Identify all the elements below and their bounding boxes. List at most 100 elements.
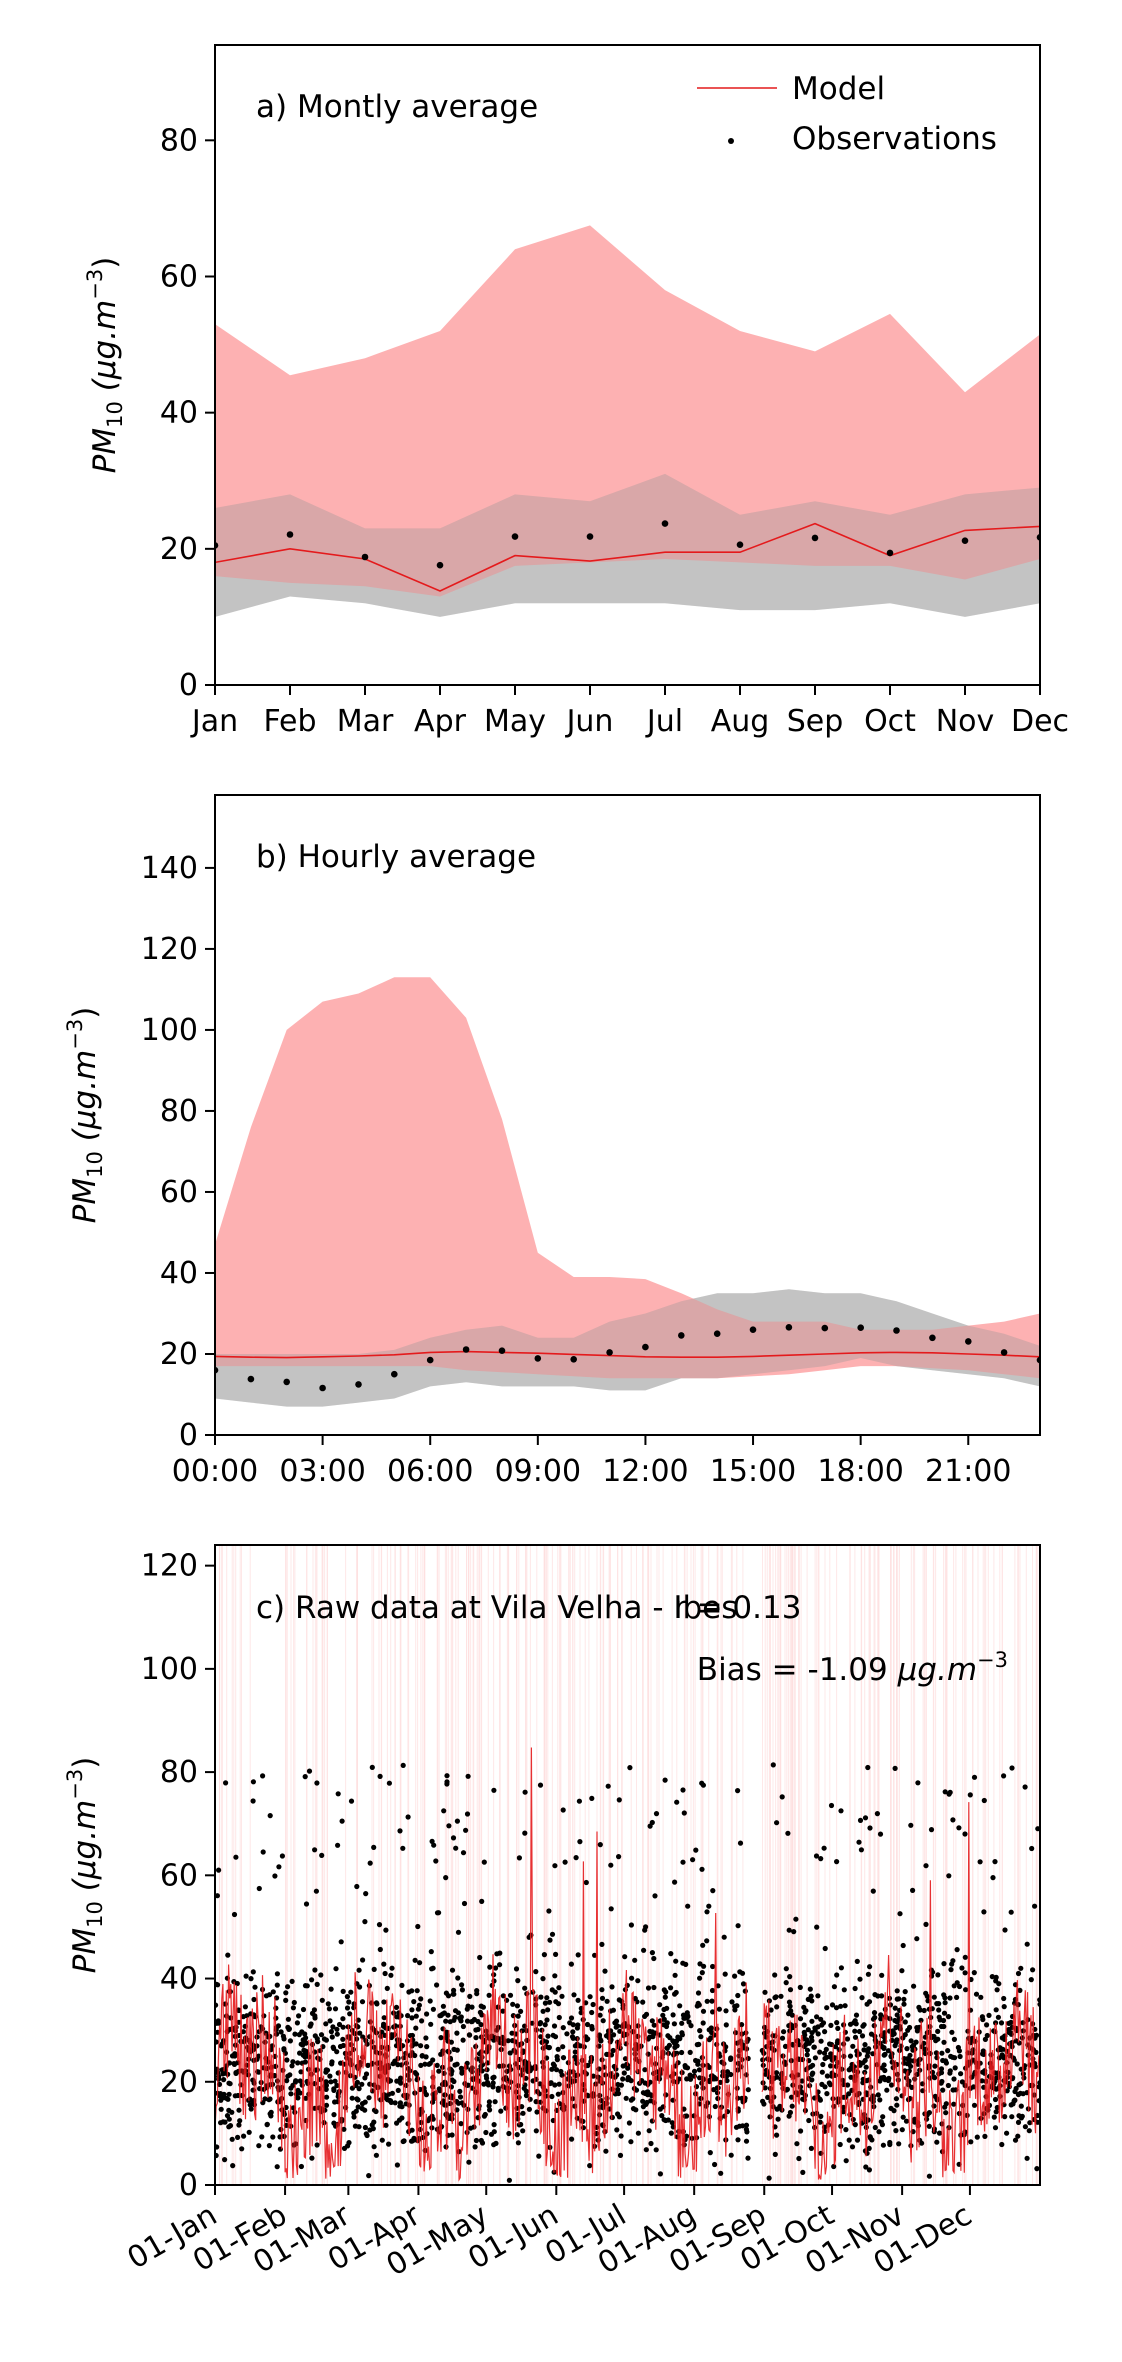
raw-observation-point <box>534 2109 540 2115</box>
raw-observation-point <box>657 2106 663 2112</box>
raw-observation-point <box>715 2095 721 2102</box>
raw-observation-point <box>801 2029 807 2035</box>
raw-observation-point <box>383 1927 389 1933</box>
raw-observation-point <box>936 2007 942 2013</box>
raw-observation-point <box>744 2129 750 2135</box>
raw-observation-point <box>246 2129 252 2135</box>
raw-observation-point <box>395 2062 401 2068</box>
raw-observation-point <box>772 1972 778 1978</box>
raw-observation-point <box>243 1973 249 1979</box>
raw-observation-point <box>602 1968 608 1974</box>
raw-observation-point <box>418 1996 424 2002</box>
raw-observation-point <box>709 1998 715 2004</box>
monthly-title: a) Montly average <box>256 89 538 125</box>
raw-observation-point <box>304 1983 310 1989</box>
raw-observation-point <box>286 2026 292 2032</box>
raw-observation-point <box>417 1960 423 1966</box>
raw-observation-point <box>931 2103 937 2109</box>
raw-observation-point <box>787 1974 793 1980</box>
raw-observation-point <box>449 2132 455 2138</box>
raw-observation-point <box>515 2013 521 2019</box>
raw-observation-point <box>289 1978 295 1984</box>
raw-observation-point <box>772 2151 778 2157</box>
raw-observation-point <box>854 1958 860 1964</box>
raw-observation-point <box>575 1997 581 2003</box>
raw-observation-point <box>331 2112 337 2118</box>
raw-observation-point <box>381 2021 387 2027</box>
raw-observation-point <box>491 1787 497 1793</box>
raw-observation-point <box>340 1988 346 1994</box>
raw-observation-point <box>999 2052 1005 2058</box>
raw-observation-point <box>395 2087 401 2093</box>
raw-observation-point <box>398 2075 404 2081</box>
monthly-observation-point <box>361 553 369 561</box>
raw-observation-point <box>411 1999 417 2005</box>
raw-observation-point <box>496 2063 503 2069</box>
raw-observation-point <box>467 2032 473 2038</box>
hourly-ylabel-unit: (μg.m <box>67 1050 103 1151</box>
raw-observation-point <box>302 1774 308 1780</box>
raw-observation-point <box>239 2146 245 2152</box>
raw-observation-point <box>827 2082 834 2088</box>
monthly-xtick-label: Mar <box>337 704 394 739</box>
raw-observation-point <box>799 2078 805 2084</box>
raw-observation-point <box>649 1950 656 1956</box>
raw-observation-point <box>327 2018 333 2024</box>
raw-observation-point <box>948 1967 954 1973</box>
raw-observation-point <box>331 2087 337 2093</box>
raw-observation-point <box>357 2030 363 2036</box>
raw-observation-point <box>283 1997 289 2003</box>
raw-observation-point <box>329 2059 335 2065</box>
raw-observation-point <box>428 2021 434 2027</box>
raw-observation-point <box>871 2023 877 2029</box>
raw-observation-point <box>423 2092 429 2098</box>
raw-observation-point <box>297 2090 303 2096</box>
raw-observation-point <box>829 2002 836 2008</box>
raw-observation-point <box>627 1765 633 1771</box>
raw-observation-point <box>789 2103 795 2109</box>
raw-observation-point <box>882 2051 888 2057</box>
monthly-ylabel-main: PM <box>87 428 123 473</box>
raw-observation-point <box>700 1942 706 1948</box>
raw-observation-point <box>804 2047 811 2053</box>
raw-observation-point <box>991 2114 997 2120</box>
raw-observation-point <box>309 2155 315 2161</box>
raw-observation-point <box>330 2024 336 2030</box>
raw-observation-point <box>962 1954 968 1960</box>
hourly-model-line <box>215 1350 1040 1359</box>
raw-observation-point <box>999 2035 1005 2041</box>
raw-observation-point <box>464 2060 470 2066</box>
raw-observation-point <box>679 2020 685 2026</box>
raw-observation-point <box>1015 1970 1022 1977</box>
raw-observation-point <box>399 2115 405 2121</box>
raw-observation-point <box>947 2070 953 2076</box>
raw-observation-point <box>643 2011 650 2017</box>
hourly-observation-point <box>498 1347 506 1354</box>
raw-observation-point <box>431 1842 437 1848</box>
monthly-ylabel: PM10 (μg.m−3) <box>83 257 127 474</box>
raw-observation-point <box>814 2014 820 2020</box>
raw-observation-point <box>250 1798 256 1804</box>
raw-observation-point <box>451 2078 457 2085</box>
raw-observation-point <box>856 1839 862 1845</box>
raw-observation-point <box>236 2107 242 2113</box>
raw-observation-point <box>812 2055 819 2061</box>
raw-observation-point <box>695 1990 702 1996</box>
raw-observation-point <box>262 2096 268 2102</box>
raw-observation-point <box>628 2097 634 2103</box>
raw-observation-point <box>555 2001 562 2007</box>
raw-observation-point <box>354 1883 360 1890</box>
monthly-ylabel-sub: 10 <box>103 401 127 428</box>
raw-observation-point <box>610 2047 616 2054</box>
raw-observation-point <box>740 1981 747 1987</box>
raw-observation-point <box>323 2069 329 2075</box>
raw-observation-point <box>947 1995 953 2001</box>
raw-observation-point <box>227 2081 233 2087</box>
raw-observation-point <box>877 2097 883 2103</box>
raw-ylabel: PM10 (μg.m−3) <box>63 1757 107 1974</box>
raw-observation-point <box>415 2076 421 2082</box>
raw-observation-point <box>367 1860 373 1866</box>
raw-observation-point <box>575 1952 581 1958</box>
raw-observation-point <box>949 2029 955 2035</box>
